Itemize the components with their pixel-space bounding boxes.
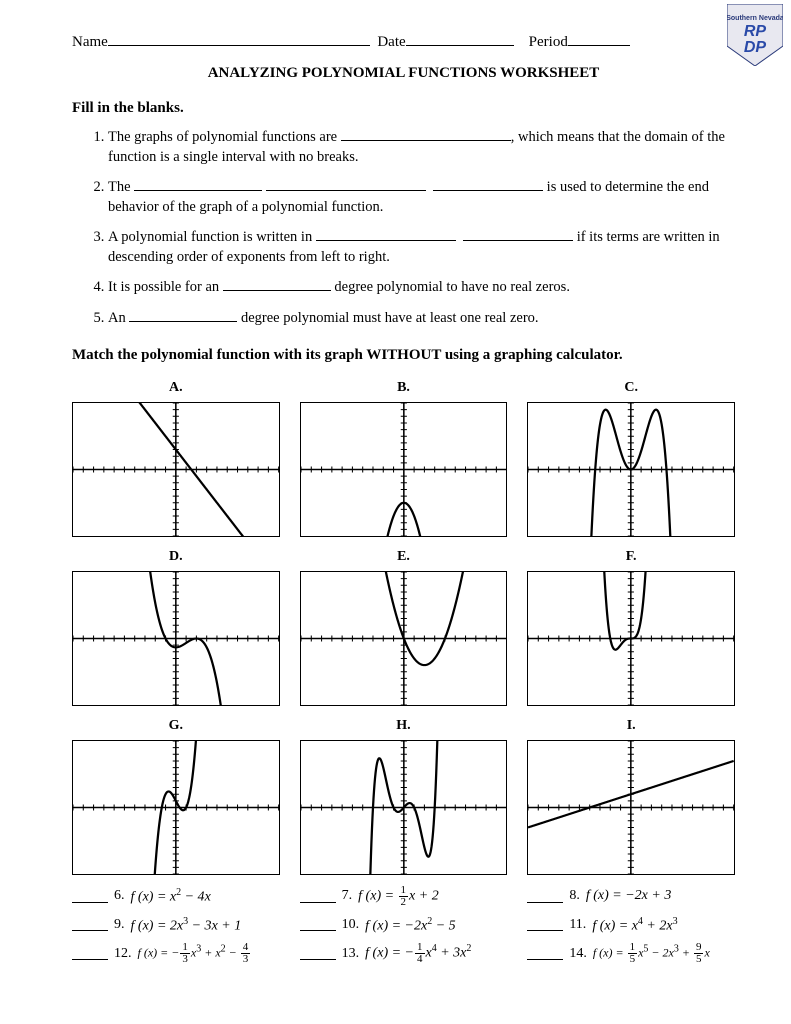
rpdp-logo: Southern Nevada RP DP — [727, 4, 783, 66]
equation-item: 10. f (x) = −2x2 − 5 — [300, 916, 508, 935]
answer-blank[interactable] — [527, 890, 563, 903]
graph-panel — [300, 740, 508, 875]
header-fields: Name Date Period — [72, 32, 735, 51]
equation-item: 12. f (x) = −13x3 + x2 − 43 — [72, 942, 280, 965]
equation-item: 9. f (x) = 2x3 − 3x + 1 — [72, 916, 280, 935]
equation-math: f (x) = −13x3 + x2 − 43 — [138, 942, 252, 965]
equation-math: f (x) = −14x4 + 3x2 — [365, 942, 471, 965]
equation-item: 14. f (x) = 15x5 − 2x3 + 95x — [527, 942, 735, 965]
graph-panel — [72, 740, 280, 875]
equation-math: f (x) = 12x + 2 — [358, 885, 439, 908]
answer-blank[interactable] — [527, 918, 563, 931]
equation-number: 6. — [114, 888, 125, 904]
equation-number: 8. — [569, 888, 580, 904]
answer-blank[interactable] — [527, 947, 563, 960]
graph-label: C. — [527, 380, 735, 396]
graph-panel — [72, 402, 280, 537]
graph-panel — [300, 402, 508, 537]
graph-label: H. — [300, 718, 508, 734]
fill-item-5: An degree polynomial must have at least … — [108, 308, 735, 329]
answer-blank[interactable] — [72, 947, 108, 960]
equation-grid: 6. f (x) = x2 − 4x 7. f (x) = 12x + 2 8. f (x… — [72, 885, 735, 966]
graph-panel — [527, 402, 735, 537]
svg-text:RP: RP — [744, 23, 767, 40]
match-heading: Match the polynomial function with its g… — [72, 347, 735, 364]
equation-number: 12. — [114, 946, 132, 962]
graph-label: B. — [300, 380, 508, 396]
equation-number: 10. — [342, 917, 360, 933]
equation-math: f (x) = x2 − 4x — [131, 887, 211, 906]
fill-item-4: It is possible for an degree polynomial … — [108, 277, 735, 298]
period-label: Period — [529, 34, 568, 50]
equation-math: f (x) = 15x5 − 2x3 + 95x — [593, 942, 710, 965]
equation-math: f (x) = −2x + 3 — [586, 888, 672, 904]
fill-item-2: The is used to determine the end behavio… — [108, 177, 735, 217]
graph-panel — [527, 740, 735, 875]
svg-text:DP: DP — [744, 39, 767, 56]
fill-item-1: The graphs of polynomial functions are ,… — [108, 127, 735, 167]
equation-item: 7. f (x) = 12x + 2 — [300, 885, 508, 908]
equation-number: 11. — [569, 917, 586, 933]
graph-label: I. — [527, 718, 735, 734]
equation-item: 6. f (x) = x2 − 4x — [72, 885, 280, 908]
equation-item: 13. f (x) = −14x4 + 3x2 — [300, 942, 508, 965]
equation-math: f (x) = x4 + 2x3 — [592, 916, 677, 935]
page-title: ANALYZING POLYNOMIAL FUNCTIONS WORKSHEET — [72, 65, 735, 82]
graph-label: E. — [300, 549, 508, 565]
equation-number: 13. — [342, 946, 360, 962]
graph-grid: A. B. C. D. E. F. G. H. I. — [72, 374, 735, 875]
graph-label: D. — [72, 549, 280, 565]
answer-blank[interactable] — [72, 890, 108, 903]
answer-blank[interactable] — [300, 918, 336, 931]
equation-item: 8. f (x) = −2x + 3 — [527, 885, 735, 908]
graph-panel — [527, 571, 735, 706]
graph-label: A. — [72, 380, 280, 396]
date-label: Date — [377, 34, 405, 50]
answer-blank[interactable] — [300, 890, 336, 903]
svg-text:Southern Nevada: Southern Nevada — [727, 15, 783, 22]
graph-panel — [300, 571, 508, 706]
equation-number: 14. — [569, 946, 587, 962]
equation-number: 9. — [114, 917, 125, 933]
answer-blank[interactable] — [300, 947, 336, 960]
fill-blanks-list: The graphs of polynomial functions are ,… — [90, 127, 735, 329]
graph-panel — [72, 571, 280, 706]
equation-item: 11. f (x) = x4 + 2x3 — [527, 916, 735, 935]
fill-heading: Fill in the blanks. — [72, 100, 735, 117]
graph-label: F. — [527, 549, 735, 565]
fill-item-3: A polynomial function is written in if i… — [108, 227, 735, 267]
name-label: Name — [72, 34, 108, 50]
equation-number: 7. — [342, 888, 353, 904]
graph-label: G. — [72, 718, 280, 734]
answer-blank[interactable] — [72, 918, 108, 931]
equation-math: f (x) = −2x2 − 5 — [365, 916, 456, 935]
equation-math: f (x) = 2x3 − 3x + 1 — [131, 916, 242, 935]
